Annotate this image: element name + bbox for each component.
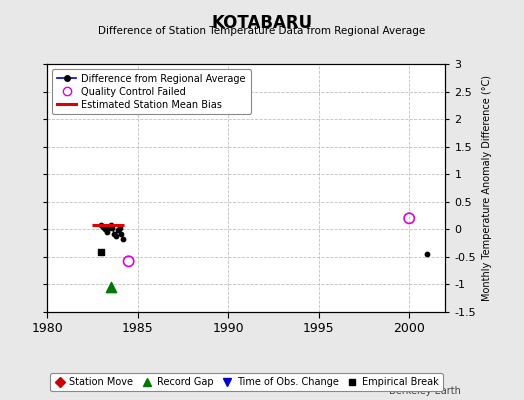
Y-axis label: Monthly Temperature Anomaly Difference (°C): Monthly Temperature Anomaly Difference (… [482, 75, 492, 301]
Point [99, 223, 107, 230]
Text: Berkeley Earth: Berkeley Earth [389, 386, 461, 396]
Point [110, 230, 118, 237]
Point [103, 229, 111, 235]
Point [119, 236, 127, 242]
Point [117, 230, 126, 237]
Point [97, 222, 106, 228]
Point [97, 249, 106, 256]
Point [106, 222, 115, 228]
Point [108, 224, 116, 231]
Point [61, 108, 70, 114]
Text: Difference of Station Temperature Data from Regional Average: Difference of Station Temperature Data f… [99, 26, 425, 36]
Point [405, 215, 413, 222]
Legend: Difference from Regional Average, Quality Control Failed, Estimated Station Mean: Difference from Regional Average, Qualit… [52, 69, 250, 114]
Point [114, 227, 122, 234]
Point [106, 284, 115, 290]
Text: KOTABARU: KOTABARU [212, 14, 312, 32]
Point [112, 233, 120, 239]
Legend: Station Move, Record Gap, Time of Obs. Change, Empirical Break: Station Move, Record Gap, Time of Obs. C… [50, 373, 443, 391]
Point [115, 225, 124, 232]
Point [423, 251, 431, 257]
Point [101, 226, 110, 232]
Point [104, 225, 113, 232]
Point [124, 258, 133, 264]
